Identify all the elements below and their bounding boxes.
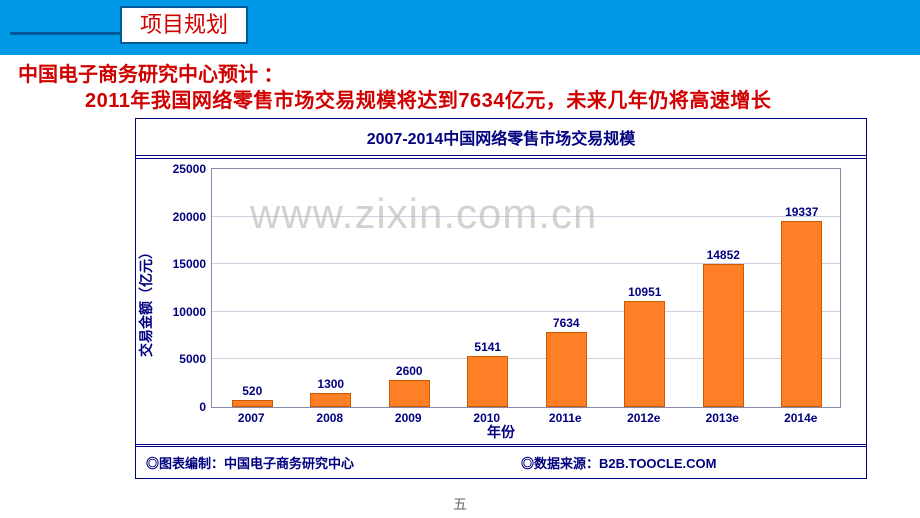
grid-line bbox=[212, 216, 840, 217]
y-tick-label: 5000 bbox=[179, 352, 212, 366]
bar: 1300 bbox=[310, 393, 351, 407]
bar-value-label: 7634 bbox=[553, 316, 580, 330]
section-tab: 项目规划 bbox=[120, 6, 248, 44]
y-tick-label: 25000 bbox=[173, 162, 212, 176]
bar: 520 bbox=[232, 400, 273, 407]
bar: 19337 bbox=[781, 221, 822, 407]
grid-line bbox=[212, 263, 840, 264]
x-tick-label: 2008 bbox=[316, 411, 343, 425]
header-bar: 项目规划 bbox=[0, 0, 920, 55]
bar-value-label: 5141 bbox=[474, 340, 501, 354]
page-number: 五 bbox=[453, 494, 467, 514]
bar-value-label: 520 bbox=[242, 384, 262, 398]
x-tick-label: 2013e bbox=[706, 411, 739, 425]
bar: 7634 bbox=[546, 332, 587, 407]
bar: 5141 bbox=[467, 356, 508, 407]
bar-value-label: 1300 bbox=[317, 377, 344, 391]
chart-title: 2007-2014中国网络零售市场交易规模 bbox=[136, 119, 866, 156]
grid-line bbox=[212, 311, 840, 312]
bar-value-label: 2600 bbox=[396, 364, 423, 378]
y-tick-label: 20000 bbox=[173, 210, 212, 224]
headline-line-1: 中国电子商务研究中心预计 ： bbox=[18, 58, 284, 87]
x-tick-label: 2009 bbox=[395, 411, 422, 425]
x-tick-label: 2011e bbox=[549, 411, 582, 425]
bar: 14852 bbox=[703, 264, 744, 407]
headline-line-2: 2011年我国网络零售市场交易规模将达到7634亿元，未来几年仍将高速增长 bbox=[85, 84, 771, 113]
bar: 2600 bbox=[389, 380, 430, 407]
y-tick-label: 15000 bbox=[173, 257, 212, 271]
chart-credit-left: ◎图表编制：中国电子商务研究中心 bbox=[146, 453, 481, 472]
y-tick-label: 10000 bbox=[173, 305, 212, 319]
x-tick-label: 2007 bbox=[238, 411, 265, 425]
grid-line bbox=[212, 358, 840, 359]
chart-plot-inner: 0500010000150002000025000520200713002008… bbox=[211, 168, 841, 408]
bar: 10951 bbox=[624, 301, 665, 407]
bar-value-label: 14852 bbox=[707, 248, 740, 262]
x-tick-label: 2012e bbox=[627, 411, 660, 425]
bar-value-label: 10951 bbox=[628, 285, 661, 299]
x-axis-title: 年份 bbox=[487, 422, 515, 442]
chart-plot-area: 交易金额（亿元） 0500010000150002000025000520200… bbox=[136, 156, 866, 447]
y-axis-title: 交易金额（亿元） bbox=[136, 245, 156, 357]
chart-credit-row: ◎图表编制：中国电子商务研究中心 ◎数据来源：B2B.TOOCLE.COM bbox=[136, 447, 866, 478]
x-tick-label: 2014e bbox=[784, 411, 817, 425]
chart-credit-right: ◎数据来源：B2B.TOOCLE.COM bbox=[481, 453, 856, 472]
bar-value-label: 19337 bbox=[785, 205, 818, 219]
header-accent-line bbox=[10, 32, 120, 35]
chart-container: 2007-2014中国网络零售市场交易规模 交易金额（亿元） 050001000… bbox=[135, 118, 867, 479]
y-tick-label: 0 bbox=[199, 400, 212, 414]
